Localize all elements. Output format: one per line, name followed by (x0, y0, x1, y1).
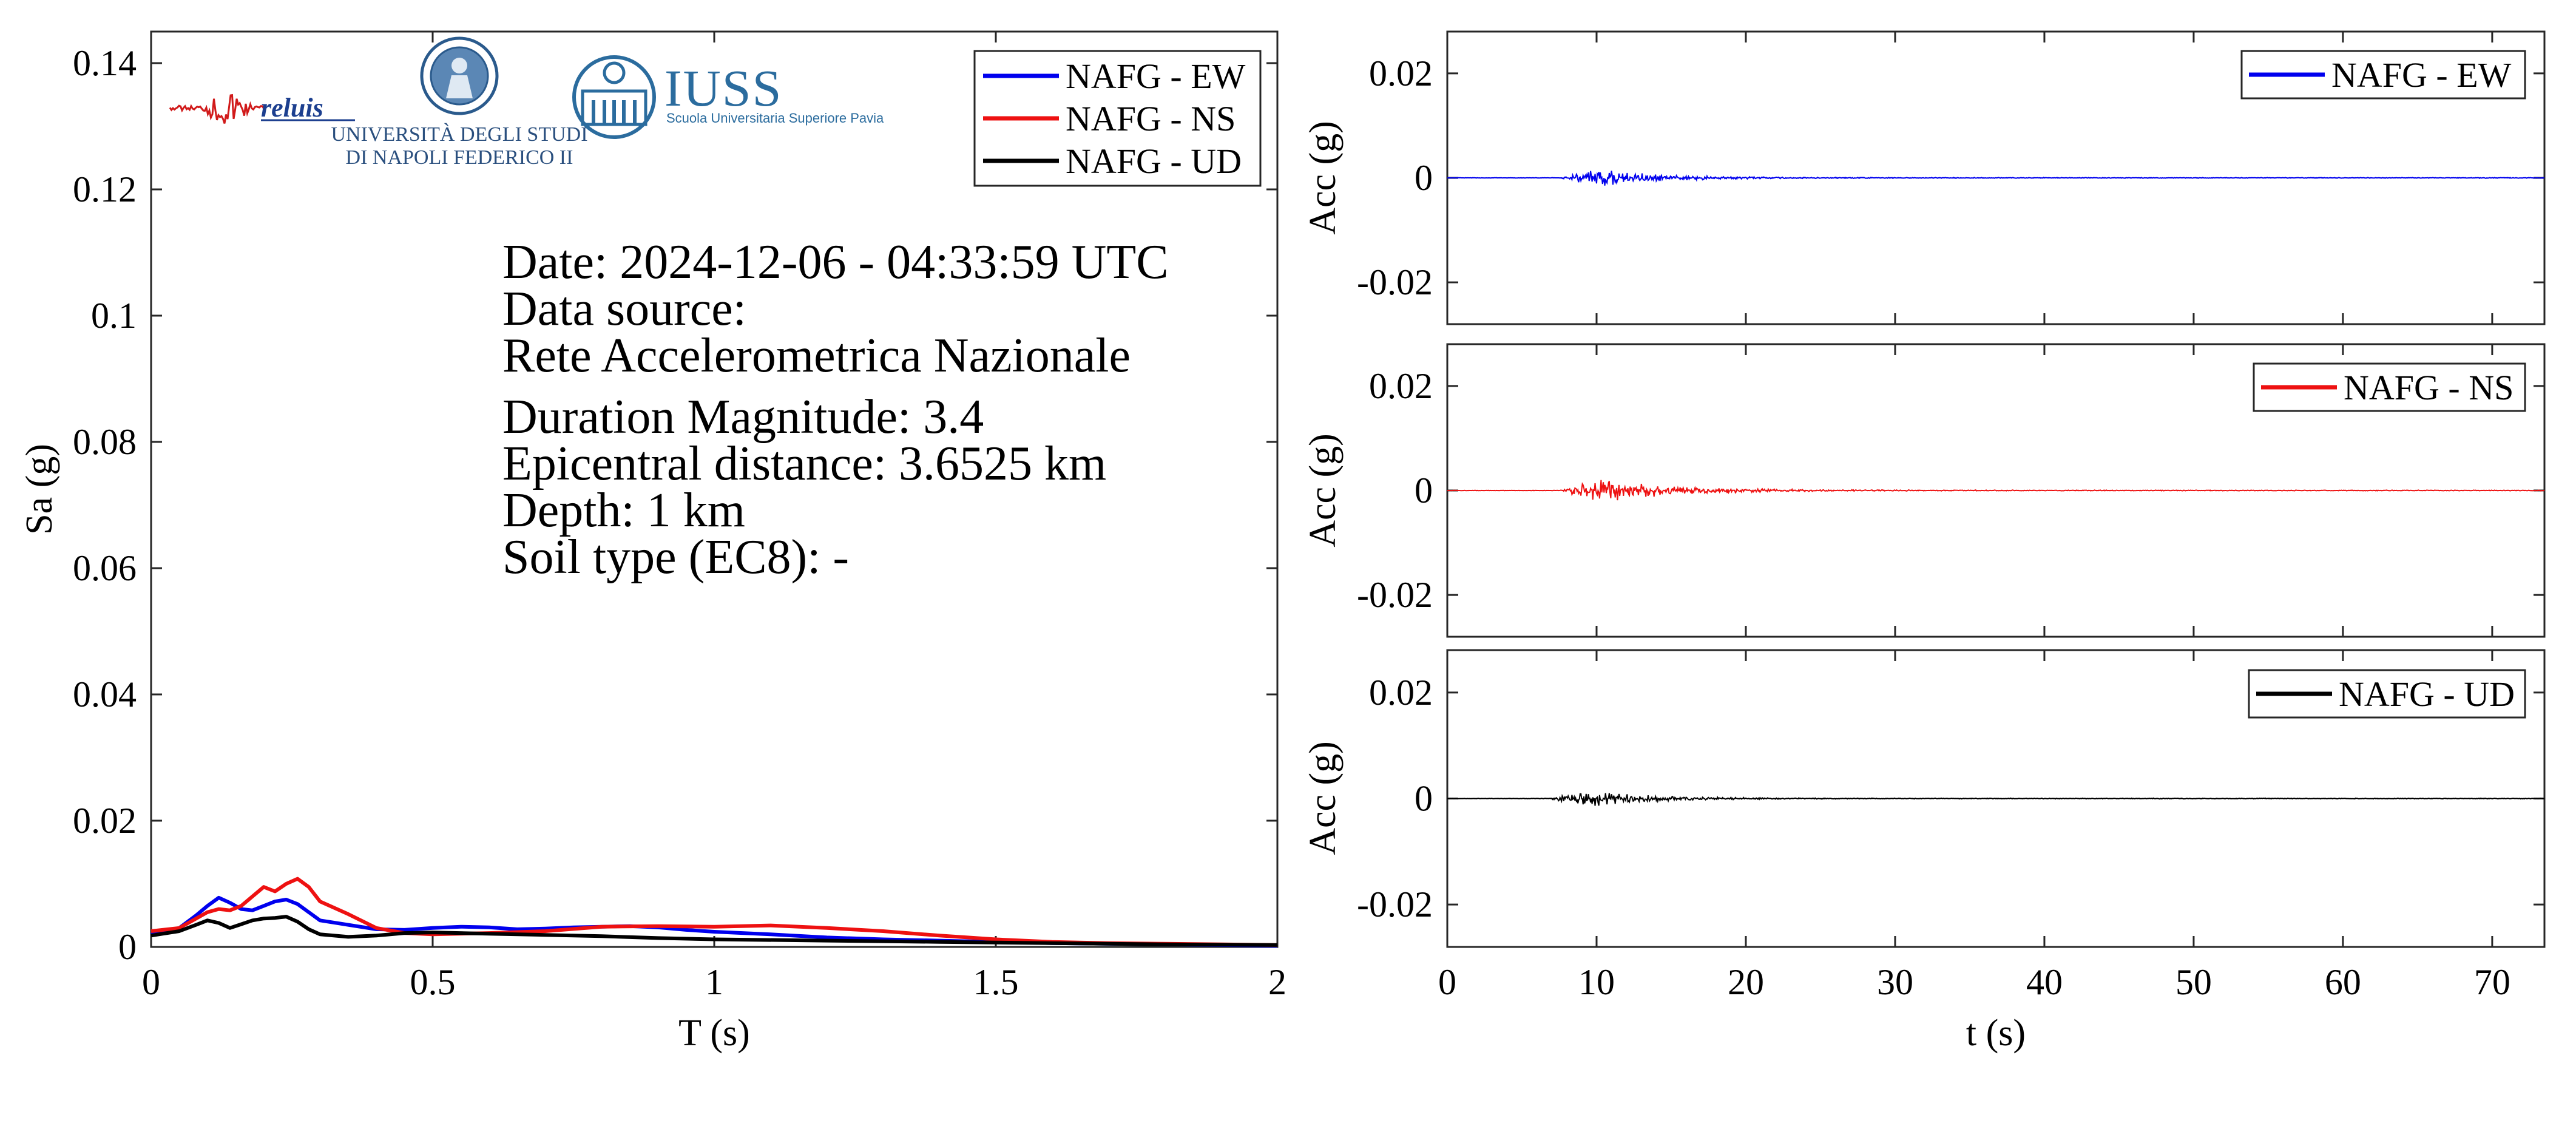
acc-y-tick-label: -0.02 (1357, 884, 1433, 924)
acc-y-tick-label: 0 (1415, 158, 1433, 198)
unina-logo-line2: DI NAPOLI FEDERICO II (346, 146, 573, 169)
acc-x-axis-label: t (s) (1966, 1012, 2026, 1054)
acc-trace-ns (1447, 480, 2545, 501)
acc-y-tick-label: 0.02 (1369, 366, 1433, 406)
acc-x-tick-label: 40 (2026, 962, 2063, 1002)
acc-legend-label-ew: NAFG - EW (2331, 55, 2512, 95)
spectrum-x-tick-label: 2 (1268, 962, 1286, 1002)
spectrum-y-tick-label: 0.04 (73, 674, 137, 714)
event-info: Date: 2024-12-06 - 04:33:59 UTC Data sou… (502, 236, 1169, 584)
acc-y-tick-label: -0.02 (1357, 262, 1433, 302)
acc-x-tick-label: 60 (2325, 962, 2361, 1002)
spectrum-y-tick-label: 0.1 (91, 296, 137, 336)
spectrum-series-ud (150, 915, 1278, 947)
data-source-label: Data source: (502, 282, 746, 336)
acc-x-tick-label: 30 (1877, 962, 1913, 1002)
acc-legend-ew: NAFG - EW (2240, 50, 2526, 100)
reluis-logo: reluis (169, 93, 355, 124)
acc-x-tick-label: 0 (1438, 962, 1456, 1002)
epicentral-distance: Epicentral distance: 3.6525 km (502, 437, 1106, 490)
acc-y-tick-label: 0 (1415, 779, 1433, 819)
event-date: Date: 2024-12-06 - 04:33:59 UTC (502, 236, 1169, 289)
acc-panel-ns: -0.02 0 0.02 Acc (g) NAFG - NS (1302, 343, 2546, 638)
spectrum-legend: NAFG - EW NAFG - NS NAFG - UD (973, 50, 1262, 187)
spectrum-x-axis-label: T (s) (678, 1012, 750, 1054)
spectrum-y-tick-label: 0.08 (73, 422, 137, 462)
duration-magnitude: Duration Magnitude: 3.4 (502, 390, 984, 444)
acc-panel-ew: -0.02 0 0.02 Acc (g) NAFG - EW (1302, 30, 2546, 325)
acc-legend-label-ns: NAFG - NS (2344, 368, 2513, 407)
spectrum-x-tick-label: 0.5 (410, 962, 456, 1002)
iuss-logo: IUSS Scuola Universitaria Superiore Pavi… (572, 55, 884, 139)
spectrum-x-tick-label: 0 (142, 962, 160, 1002)
spectrum-y-tick-label: 0.14 (73, 43, 137, 83)
acc-legend-ud: NAFG - UD (2248, 669, 2526, 719)
reluis-logo-text: reluis (261, 93, 323, 123)
spectrum-y-tick-label: 0.12 (73, 169, 137, 209)
acc-x-tick-label: 10 (1578, 962, 1615, 1002)
acc-ticks-ew: -0.02 0 0.02 (1357, 32, 2544, 324)
acc-y-axis-label-ud: Acc (g) (1302, 741, 1344, 855)
acc-y-axis-label-ns: Acc (g) (1302, 433, 1344, 548)
soil-type: Soil type (EC8): - (502, 531, 849, 584)
legend-label-ns: NAFG - NS (1066, 99, 1236, 138)
acc-x-tick-label: 70 (2474, 962, 2510, 1002)
iuss-logo-title: IUSS (664, 59, 782, 117)
legend-label-ud: NAFG - UD (1066, 141, 1242, 181)
acc-x-tick-label: 20 (1728, 962, 1764, 1002)
acc-y-axis-label-ew: Acc (g) (1302, 121, 1344, 235)
spectrum-x-tick-label: 1.5 (973, 962, 1019, 1002)
acc-ticks-ns: -0.02 0 0.02 (1357, 344, 2544, 637)
spectrum-y-tick-label: 0.02 (73, 801, 137, 841)
spectrum-lines (150, 877, 1278, 948)
spectrum-y-tick-label: 0 (118, 927, 137, 967)
legend-label-ew: NAFG - EW (1066, 56, 1246, 96)
depth: Depth: 1 km (502, 484, 745, 537)
spectrum-x-tick-label: 1 (705, 962, 723, 1002)
spectrum-y-tick-label: 0.06 (73, 548, 137, 588)
spectrum-y-axis-label: Sa (g) (19, 444, 60, 535)
reluis-wave-mark (169, 93, 265, 124)
data-source-value: Rete Accelerometrica Nazionale (502, 329, 1131, 382)
acc-x-tick-label: 50 (2175, 962, 2212, 1002)
acc-trace-ud (1447, 793, 2545, 806)
iuss-logo-subtitle: Scuola Universitaria Superiore Pavia (666, 110, 884, 126)
acc-legend-ns: NAFG - NS (2253, 362, 2526, 412)
acc-legend-label-ud: NAFG - UD (2339, 674, 2515, 714)
acc-y-tick-label: 0.02 (1369, 673, 1433, 713)
spectrum-ticks: 0 0.5 1 1.5 2 0 0.02 0.04 0.06 0.08 0.1 0.12 0.14 (73, 32, 1286, 1002)
acc-y-tick-label: 0 (1415, 470, 1433, 510)
unina-logo: UNIVERSITÀ DEGLI STUDI DI NAPOLI FEDERIC… (331, 36, 588, 169)
acc-trace-ew (1447, 171, 2545, 186)
acc-y-tick-label: -0.02 (1357, 575, 1433, 615)
acc-y-tick-label: 0.02 (1369, 53, 1433, 93)
spectrum-panel: 0 0.5 1 1.5 2 0 0.02 0.04 0.06 0.08 0.1 0.12 0.14 T … (19, 30, 1286, 1054)
unina-logo-line1: UNIVERSITÀ DEGLI STUDI (331, 123, 587, 146)
